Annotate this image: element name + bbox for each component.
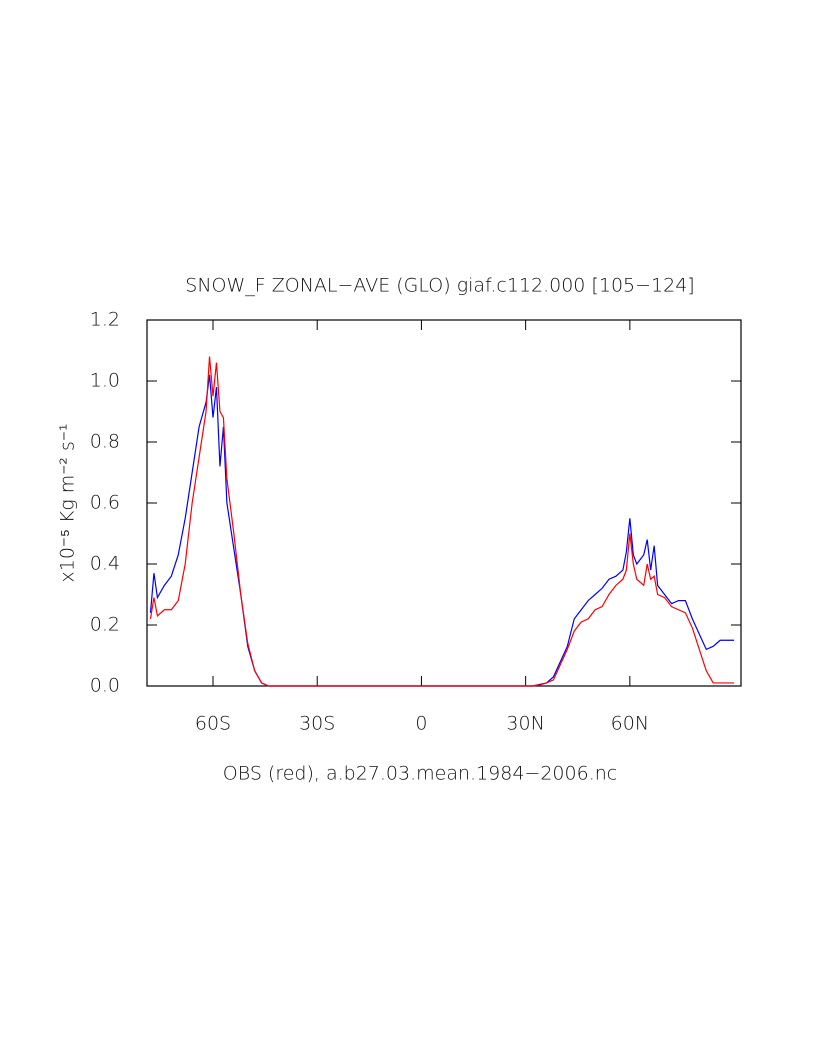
x-tick-label: 60S <box>195 713 231 735</box>
y-tick-label: 0.4 <box>90 553 120 575</box>
x-axis-label: OBS (red), a.b27.03.mean.1984−2006.nc <box>223 763 617 785</box>
series-line <box>149 374 735 687</box>
x-tick-label: 60N <box>611 713 649 735</box>
plot-frame <box>146 319 742 687</box>
y-axis-label: x10⁻⁵ Kg m⁻² s⁻¹ <box>57 423 79 582</box>
y-tick-label: 1.0 <box>90 370 120 392</box>
y-tick-label: 0.6 <box>90 492 120 514</box>
x-tick-label: 30N <box>506 713 544 735</box>
y-tick-label: 0.0 <box>90 675 120 697</box>
y-tick-label: 0.8 <box>90 431 120 453</box>
x-tick-label: 30S <box>299 713 335 735</box>
y-tick-label: 1.2 <box>90 309 120 331</box>
y-tick-label: 0.2 <box>90 614 120 636</box>
chart-title: SNOW_F ZONAL−AVE (GLO) giaf.c112.000 [10… <box>185 275 694 297</box>
series-line <box>149 356 735 687</box>
x-tick-label: 0 <box>415 713 427 735</box>
